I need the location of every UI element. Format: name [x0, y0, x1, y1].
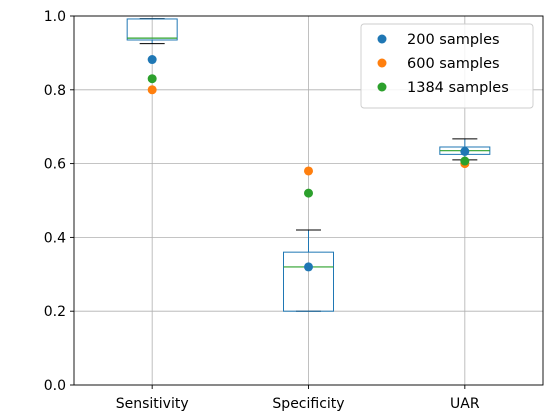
box-iqr: [126, 18, 178, 41]
legend-label: 1384 samples: [407, 80, 509, 96]
series-600-samples: [147, 85, 470, 176]
data-point: [304, 188, 313, 198]
series-200-samples: [147, 55, 470, 272]
y-tick-label: 0.8: [44, 83, 66, 99]
data-point: [147, 74, 157, 84]
y-tick-label: 0.4: [44, 230, 66, 246]
data-point: [147, 55, 157, 65]
x-tick-label: Specificity: [272, 396, 344, 412]
data-point: [460, 146, 470, 156]
boxplot-sensitivity: [126, 18, 178, 45]
data-point: [460, 156, 470, 166]
legend-marker: [377, 34, 387, 44]
legend-marker: [377, 82, 387, 92]
data-point: [304, 166, 313, 176]
x-tick-label: UAR: [450, 396, 480, 412]
x-tick-label: Sensitivity: [116, 396, 189, 412]
series-1384-samples: [147, 74, 470, 198]
legend-label: 200 samples: [407, 32, 500, 48]
legend: 200 samples 600 samples 1384 samples: [360, 23, 534, 109]
legend-box: [360, 23, 534, 109]
y-tick-label: 0.6: [44, 157, 66, 173]
legend-label: 600 samples: [407, 56, 500, 72]
y-tick-label: 0.0: [44, 378, 66, 394]
y-tick-label: 1.0: [44, 9, 66, 25]
legend-marker: [377, 58, 387, 68]
data-point: [304, 262, 313, 272]
y-tick-label: 0.2: [44, 304, 66, 320]
box-iqr: [283, 251, 334, 312]
data-point: [147, 85, 157, 95]
